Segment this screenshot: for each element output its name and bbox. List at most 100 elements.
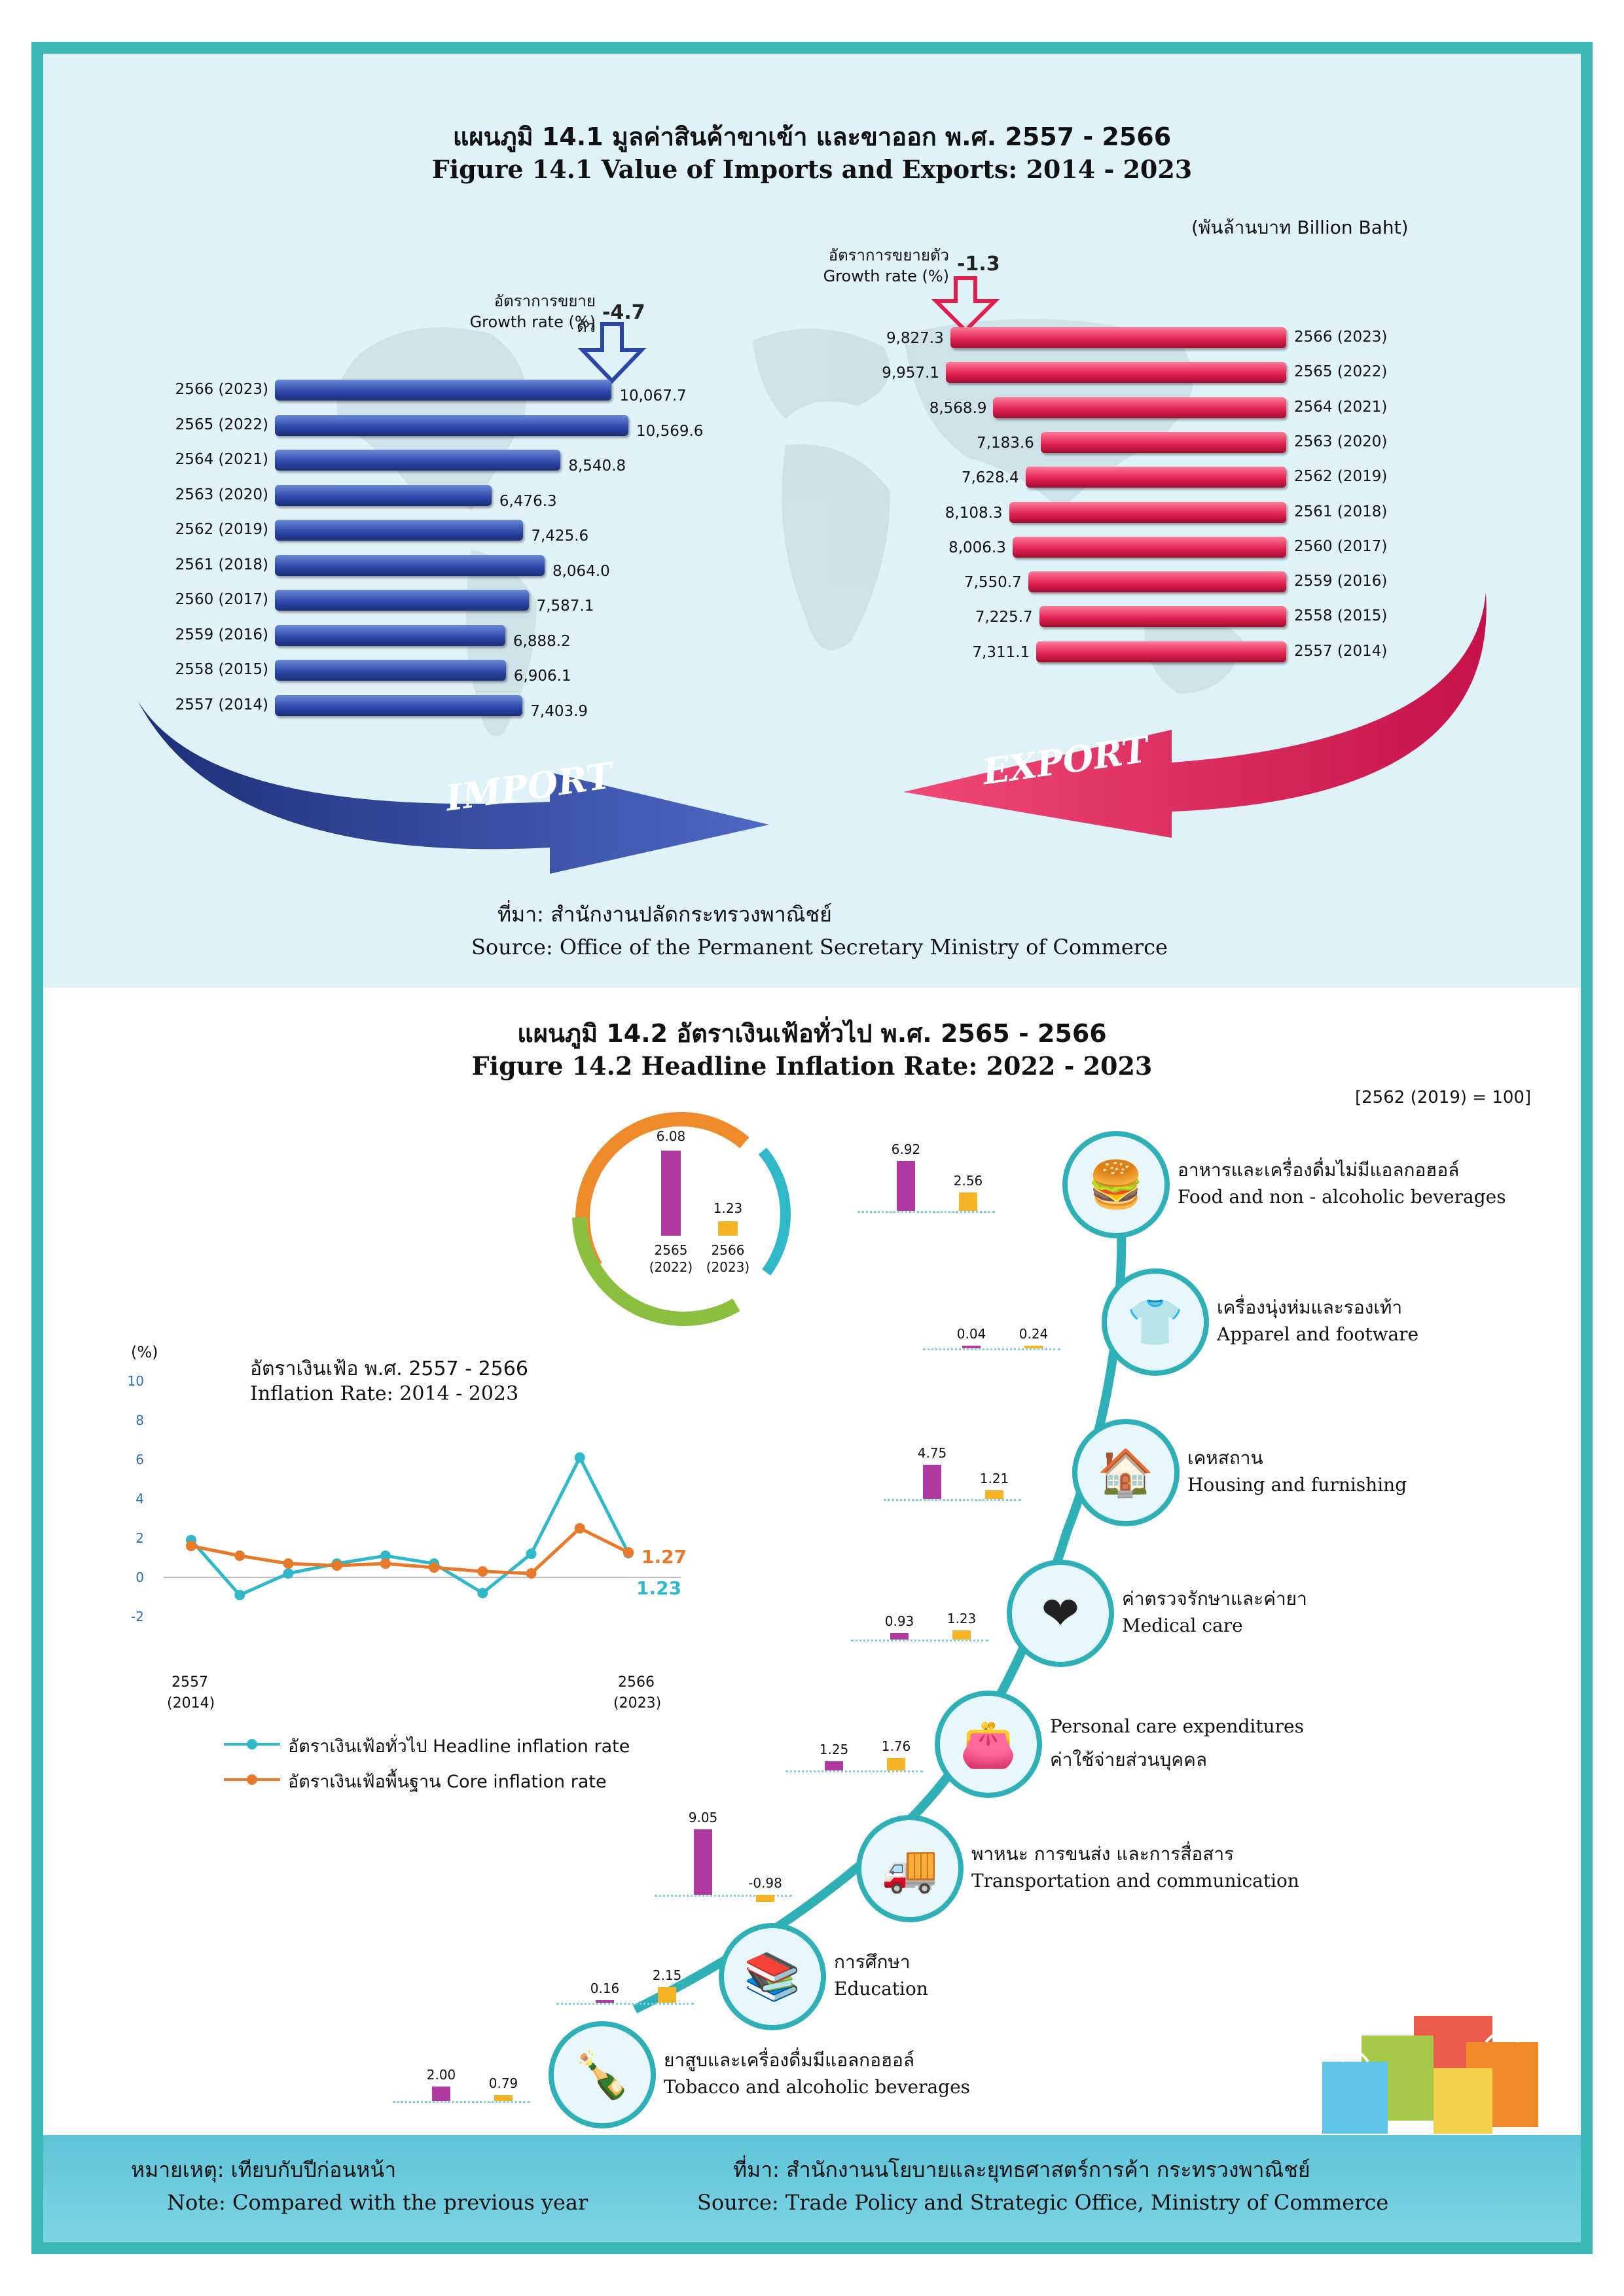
export-growth-arrow-icon [931,276,1000,334]
summary-label-2022-year-en: (2022) [649,1259,693,1275]
footer-source-th: ที่มา: สำนักงานนโยบายและยุทธศาสตร์การค้า… [733,2157,1310,2182]
line-x-start-year: 2557 [171,1674,208,1691]
value-label-2023: 2.56 [953,1172,983,1189]
value-label-2023: 1.21 [979,1470,1009,1486]
summary-value-2022: 6.08 [656,1128,686,1144]
import-bar [275,414,628,436]
bar-2022 [825,1761,843,1770]
core-point [477,1566,488,1577]
export-value-label: 7,225.7 [975,609,1033,626]
value-label-2023: 1.76 [881,1738,911,1754]
import-value-label: 10,569.6 [636,422,704,440]
y-tick-label: 8 [135,1412,144,1428]
import-growth-label-en: Growth rate (%) [469,313,596,331]
fig1-title-en: Figure 14.1 Value of Imports and Exports… [431,154,1193,184]
legend-headline-label: อัตราเงินเฟ้อทั่วไป Headline inflation r… [288,1736,630,1757]
import-year-label: 2564 (2021) [175,451,268,468]
category-baseline [393,2101,530,2103]
import-value-label: 7,403.9 [530,702,588,720]
summary-bar-2023 [718,1221,738,1236]
footer-source-en: Source: Trade Policy and Strategic Offic… [697,2190,1389,2215]
export-bar [950,327,1286,348]
core-point [331,1560,342,1571]
import-year-label: 2561 (2018) [175,556,268,573]
footer-note-th: หมายเหตุ: เทียบกับปีก่อนหน้า [131,2157,397,2182]
summary-ring-decoration [572,1102,796,1326]
export-year-label: 2561 (2018) [1294,503,1388,520]
category-label-en: Apparel and footware [1217,1323,1419,1345]
value-label-2022: 0.04 [956,1326,986,1342]
summary-label-2022-year: 2565 [654,1242,688,1258]
category-label-en: Education [834,1978,928,2000]
import-year-label: 2563 (2020) [175,486,268,503]
export-value-label: 7,183.6 [977,434,1034,452]
headline-point [380,1551,391,1561]
export-year-label: 2564 (2021) [1294,398,1388,416]
import-bar [275,554,545,576]
transport-icon: 🚚 [856,1815,964,1922]
export-growth-label-th: อัตราการขยายตัว [828,246,949,264]
import-bar [275,450,561,471]
import-growth-arrow-icon [577,322,647,384]
bar-2022 [962,1346,981,1348]
value-label-2022: 2.00 [426,2067,456,2083]
summary-label-2023-year-en: (2023) [706,1259,750,1275]
export-value-label: 9,957.1 [882,365,939,382]
import-bar [275,484,492,506]
bar-2022 [897,1160,915,1211]
summary-value-2023: 1.23 [713,1200,743,1216]
value-label-2022: 9.05 [688,1810,718,1826]
export-bar [1009,501,1286,523]
summary-bar-2022 [661,1151,681,1236]
core-point [623,1547,634,1558]
category-label-th: อาหารและเครื่องดื่มไม่มีแอลกอฮอล์ [1178,1159,1460,1181]
export-year-label: 2566 (2023) [1294,329,1388,346]
export-year-label: 2562 (2019) [1294,468,1388,486]
bar-2023 [952,1630,971,1640]
export-year-label: 2557 (2014) [1294,642,1388,660]
footer-band [43,2135,1581,2242]
bottles-icon: 🍾 [549,2021,656,2128]
export-growth-label-en: Growth rate (%) [823,267,949,285]
export-year-label: 2559 (2016) [1294,573,1388,590]
bar-2022 [890,1632,909,1640]
export-value-label: 8,006.3 [948,539,1006,556]
y-tick-label: -2 [131,1609,144,1624]
headline-point [526,1549,537,1559]
headline-point [283,1568,294,1579]
export-bar [1040,431,1286,453]
y-tick-label: 2 [135,1530,144,1546]
value-label-2023: 0.79 [488,2075,518,2092]
bar-2023 [658,1987,676,2003]
category-label-en: Housing and furnishing [1187,1474,1407,1496]
import-growth-value: -4.7 [602,301,645,324]
line-chart-title-th: อัตราเงินเฟ้อ พ.ศ. 2557 - 2566 [250,1357,528,1380]
legend-core-marker-icon [224,1774,280,1785]
fig1-title-th: แผนภูมิ 14.1 มูลค่าสินค้าขาเข้า และขาออก… [452,122,1172,151]
line-end-headline-value: 1.23 [636,1577,682,1599]
fig2-base-year: [2562 (2019) = 100] [1355,1088,1532,1107]
headline-series-line [190,1454,630,1598]
value-label-2023: -0.98 [748,1875,782,1891]
bar-2023 [1024,1346,1043,1348]
export-value-label: 7,311.1 [972,643,1030,661]
category-baseline [655,1895,792,1897]
core-point [574,1523,585,1534]
apparel-icon: 👕 [1102,1268,1209,1376]
category-label-th: เครื่องนุ่งห่มและรองเท้า [1217,1297,1403,1318]
bar-2022 [596,2000,614,2003]
medical-icon: ❤ [1007,1560,1114,1667]
import-year-label: 2559 (2016) [175,626,268,643]
import-year-label: 2562 (2019) [175,521,268,538]
bar-2022 [923,1464,941,1499]
category-label-en: Medical care [1122,1615,1243,1636]
category-baseline [884,1499,1021,1501]
headline-point [574,1452,585,1463]
core-point [283,1558,294,1569]
import-bar [275,624,505,646]
category-label-en: Personal care expenditures [1050,1715,1304,1737]
export-curved-arrow-icon [903,592,1487,838]
legend-headline-marker-icon [224,1739,280,1749]
category-baseline [785,1770,923,1772]
export-year-label: 2563 (2020) [1294,433,1388,450]
